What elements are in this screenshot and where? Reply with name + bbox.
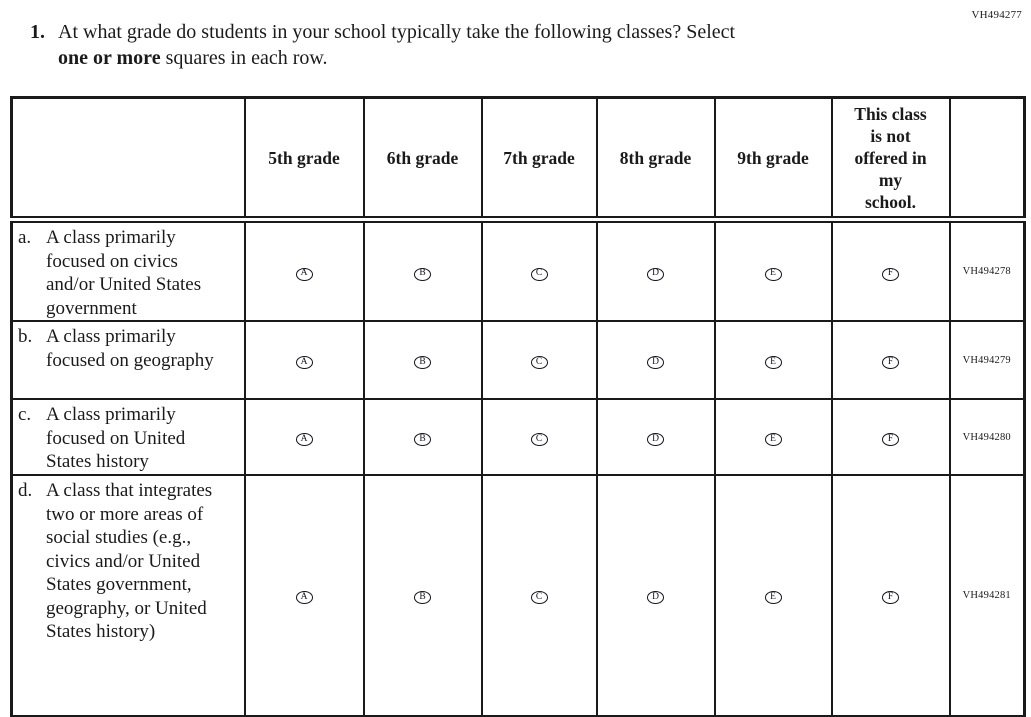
- question-text-bold: one or more: [58, 47, 161, 69]
- option-cell: B: [362, 320, 483, 400]
- option-cell: E: [713, 398, 833, 476]
- option-cell: B: [362, 218, 483, 322]
- option-bubble-b[interactable]: B: [414, 267, 431, 281]
- option-bubble-f[interactable]: F: [882, 267, 899, 281]
- option-bubble-a[interactable]: A: [295, 591, 313, 605]
- row-prompt: A class primarily focused on United Stat…: [46, 404, 186, 472]
- option-cell: D: [595, 474, 716, 717]
- option-bubble-a[interactable]: A: [295, 356, 313, 370]
- option-bubble-d[interactable]: D: [647, 433, 664, 447]
- row-prompt: A class that integrates two or more area…: [46, 480, 213, 642]
- option-bubble-a[interactable]: A: [295, 267, 313, 281]
- question-accession-code: VH494277: [971, 9, 1022, 21]
- table-row-b: b. A class primarily focused on geograph…: [10, 320, 1026, 400]
- option-bubble-f[interactable]: F: [882, 356, 899, 370]
- option-cell: E: [713, 218, 833, 322]
- option-cell: C: [480, 474, 598, 717]
- row-label: d.: [18, 480, 33, 501]
- option-cell: A: [243, 218, 365, 322]
- option-bubble-a[interactable]: A: [295, 433, 313, 447]
- header-code-cell: [948, 96, 1026, 223]
- option-cell: A: [243, 398, 365, 476]
- question-text-line2: squares in each row.: [165, 47, 328, 69]
- option-bubble-b[interactable]: B: [414, 591, 431, 605]
- option-cell: B: [362, 398, 483, 476]
- option-cell: F: [830, 320, 951, 400]
- row-label: c.: [18, 404, 32, 425]
- option-cell: E: [713, 320, 833, 400]
- option-bubble-c[interactable]: C: [530, 433, 548, 447]
- option-cell: D: [595, 398, 716, 476]
- option-bubble-e[interactable]: E: [764, 356, 782, 370]
- response-grid-table: 5th grade 6th grade 7th grade 8th grade …: [10, 96, 1026, 717]
- option-cell: A: [243, 320, 365, 400]
- option-bubble-e[interactable]: E: [764, 433, 782, 447]
- row-accession-code: VH494279: [948, 320, 1026, 400]
- option-bubble-d[interactable]: D: [647, 591, 664, 605]
- table-row-c: c. A class primarily focused on United S…: [10, 398, 1026, 476]
- option-bubble-f[interactable]: F: [882, 433, 899, 447]
- row-prompt: A class primarily focused on civics and/…: [46, 227, 202, 319]
- option-cell: C: [480, 320, 598, 400]
- option-cell: C: [480, 398, 598, 476]
- row-prompt: A class primarily focused on geography: [46, 326, 214, 371]
- question-block: 1. At what grade do students in your sch…: [30, 19, 910, 71]
- option-bubble-f[interactable]: F: [882, 591, 899, 605]
- row-accession-code: VH494281: [948, 474, 1026, 717]
- row-label: a.: [18, 227, 32, 248]
- question-text-line1: At what grade do students in your school…: [58, 21, 736, 43]
- column-header-6th-grade: 6th grade: [362, 96, 483, 223]
- option-cell: B: [362, 474, 483, 717]
- column-header-9th-grade: 9th grade: [713, 96, 833, 223]
- header-row: 5th grade 6th grade 7th grade 8th grade …: [10, 96, 1026, 223]
- option-bubble-c[interactable]: C: [530, 356, 548, 370]
- column-header-5th-grade: 5th grade: [243, 96, 365, 223]
- column-header-8th-grade: 8th grade: [595, 96, 716, 223]
- option-bubble-d[interactable]: D: [647, 356, 664, 370]
- option-bubble-e[interactable]: E: [764, 591, 782, 605]
- option-bubble-e[interactable]: E: [764, 267, 782, 281]
- question-text: At what grade do students in your school…: [58, 19, 910, 71]
- option-cell: F: [830, 398, 951, 476]
- row-accession-code: VH494280: [948, 398, 1026, 476]
- option-cell: D: [595, 218, 716, 322]
- option-bubble-b[interactable]: B: [414, 356, 431, 370]
- table-row-d: d. A class that integrates two or more a…: [10, 474, 1026, 717]
- option-cell: C: [480, 218, 598, 322]
- row-prompt-cell: d. A class that integrates two or more a…: [10, 474, 246, 717]
- option-cell: F: [830, 218, 951, 322]
- corner-cell: [10, 96, 246, 223]
- option-cell: F: [830, 474, 951, 717]
- column-header-not-offered: This class is not offered in my school.: [830, 96, 951, 223]
- option-cell: D: [595, 320, 716, 400]
- row-prompt-cell: a. A class primarily focused on civics a…: [10, 218, 246, 322]
- row-prompt-cell: b. A class primarily focused on geograph…: [10, 320, 246, 400]
- row-accession-code: VH494278: [948, 218, 1026, 322]
- column-header-7th-grade: 7th grade: [480, 96, 598, 223]
- row-prompt-cell: c. A class primarily focused on United S…: [10, 398, 246, 476]
- option-bubble-c[interactable]: C: [530, 591, 548, 605]
- question-number: 1.: [30, 21, 45, 43]
- table-row-a: a. A class primarily focused on civics a…: [10, 218, 1026, 322]
- option-bubble-d[interactable]: D: [647, 267, 664, 281]
- option-bubble-c[interactable]: C: [530, 267, 548, 281]
- row-label: b.: [18, 326, 33, 347]
- option-bubble-b[interactable]: B: [414, 433, 431, 447]
- option-cell: E: [713, 474, 833, 717]
- option-cell: A: [243, 474, 365, 717]
